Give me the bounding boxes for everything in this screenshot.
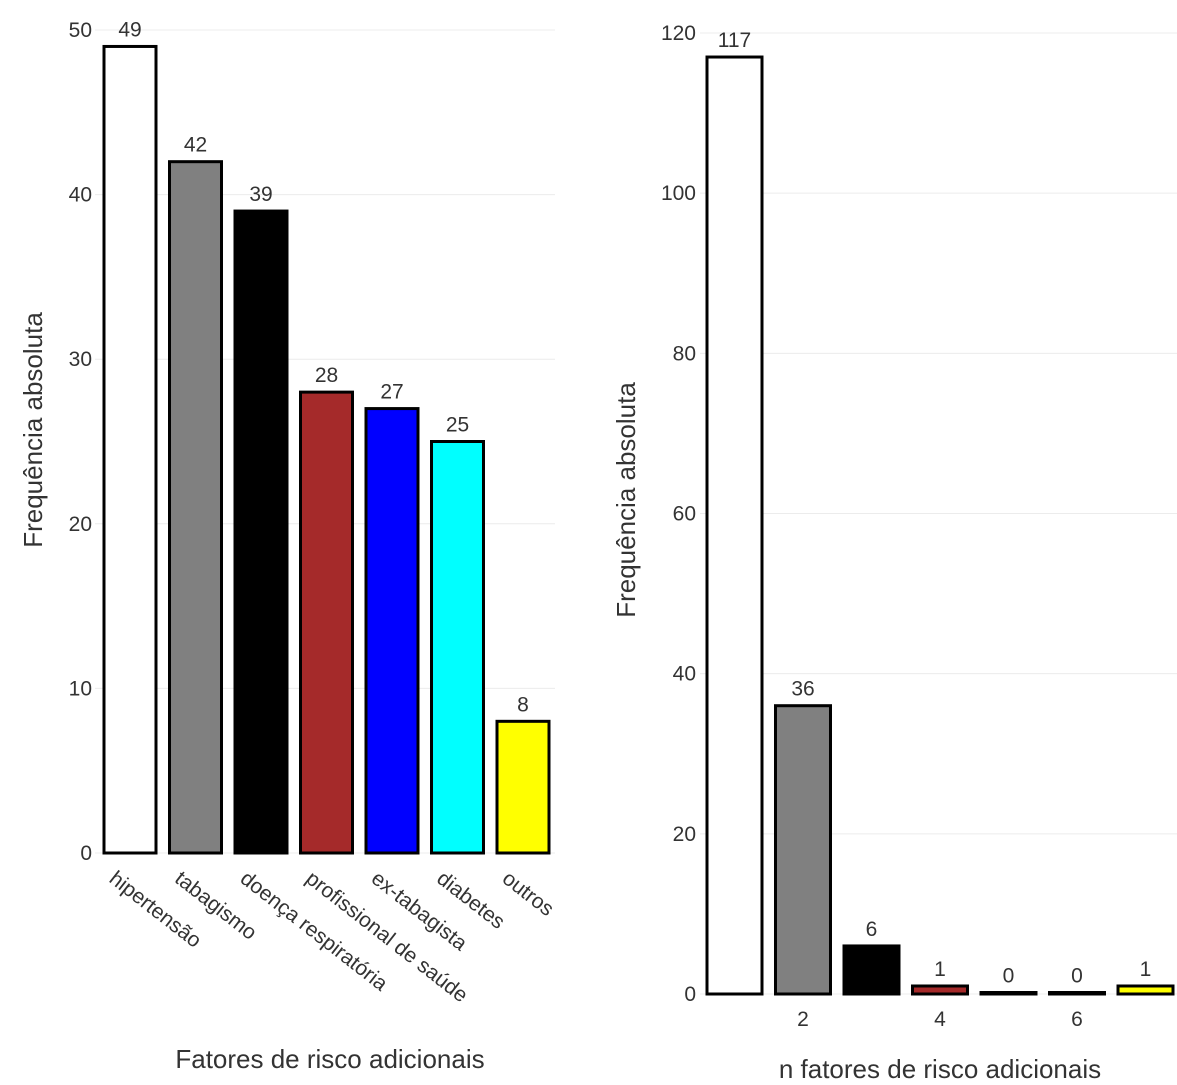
data-label: 39 — [249, 183, 272, 206]
bar — [233, 209, 289, 855]
data-label: 42 — [184, 134, 207, 157]
bar — [1116, 984, 1175, 996]
x-tick-label: 6 — [1071, 1008, 1083, 1031]
x-tick-label: 4 — [934, 1008, 946, 1031]
data-label: 28 — [315, 364, 338, 387]
y-axis-title: Frequência absoluta — [18, 312, 48, 548]
bar — [979, 991, 1038, 996]
y-tick-label: 10 — [69, 677, 92, 700]
bar — [364, 407, 420, 855]
y-tick-label: 20 — [69, 513, 92, 536]
bar — [299, 390, 354, 855]
y-tick-label: 50 — [69, 19, 92, 42]
data-label: 27 — [380, 381, 403, 404]
y-axis-title: Frequência absoluta — [611, 382, 641, 618]
y-tick-label: 80 — [673, 342, 696, 365]
data-label: 8 — [517, 693, 529, 716]
y-tick-label: 40 — [673, 663, 696, 686]
data-label: 25 — [446, 414, 469, 437]
bar — [430, 440, 485, 855]
bar — [168, 160, 223, 855]
y-tick-label: 120 — [661, 22, 696, 45]
data-label: 36 — [791, 678, 814, 701]
bar — [911, 984, 969, 996]
data-label: 1 — [934, 958, 946, 981]
bar — [842, 944, 901, 996]
y-tick-label: 40 — [69, 184, 92, 207]
bar — [705, 55, 764, 996]
data-label: 1 — [1140, 958, 1152, 981]
bar — [495, 719, 551, 855]
y-tick-label: 0 — [684, 983, 696, 1006]
bar — [774, 704, 832, 996]
bar — [102, 44, 158, 855]
data-label: 0 — [1071, 965, 1083, 988]
x-axis-title: n fatores de risco adicionais — [779, 1054, 1101, 1084]
data-label: 0 — [1003, 965, 1015, 988]
data-label: 6 — [866, 918, 878, 941]
x-axis-title: Fatores de risco adicionais — [175, 1044, 484, 1074]
y-tick-label: 0 — [80, 842, 92, 865]
y-tick-label: 100 — [661, 182, 696, 205]
data-label: 117 — [718, 29, 751, 52]
x-tick-label: 2 — [797, 1008, 809, 1031]
y-tick-label: 60 — [673, 503, 696, 526]
y-tick-label: 20 — [673, 823, 696, 846]
y-tick-label: 30 — [69, 348, 92, 371]
bar — [1048, 991, 1106, 996]
data-label: 49 — [118, 18, 141, 41]
